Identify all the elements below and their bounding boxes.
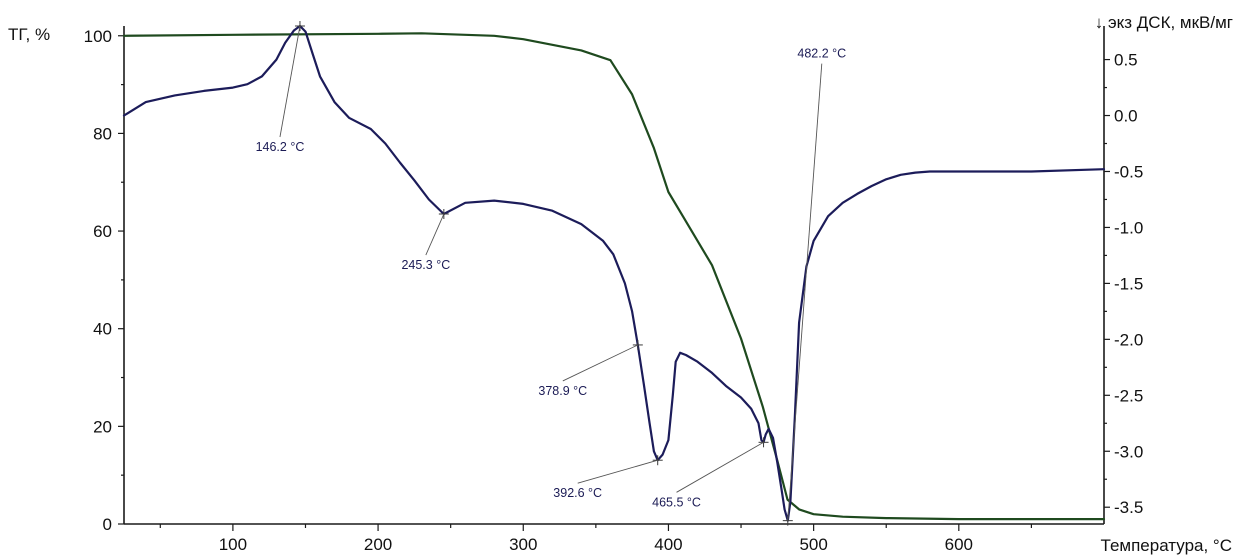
left-y-tick-label: 80 [93,124,112,143]
leader-line [562,344,639,382]
leader-line [676,441,764,493]
series-layer [122,24,1106,522]
right-y-tick-label: -3.0 [1114,442,1143,461]
right-y-tick-label: -1.0 [1114,218,1143,237]
right-y-tick-label: -1.5 [1114,274,1143,293]
left-y-axis-title: ТГ, % [8,25,50,44]
x-tick-label: 200 [364,535,392,554]
x-tick-label: 500 [799,535,827,554]
right-y-tick-label: -2.5 [1114,386,1143,405]
x-tick-label: 100 [219,535,247,554]
peak-label: 146.2 °C [256,140,305,154]
peak-label: 465.5 °C [652,495,701,509]
leader-line [787,63,823,521]
right-y-tick-label: 0.5 [1114,51,1138,70]
right-y-tick-label: 0.0 [1114,107,1138,126]
peak-label: 482.2 °C [797,47,846,61]
leader-line [425,213,445,256]
tg-series-line [122,32,1106,521]
peak-label: 392.6 °C [553,486,602,500]
right-y-tick-label: -2.0 [1114,330,1143,349]
leader-line [577,459,658,484]
x-tick-label: 600 [945,535,973,554]
left-y-tick-label: 0 [103,515,112,534]
right-y-axis-title: ↓ экз ДСК, мкВ/мг [1095,13,1233,32]
leader-line [279,25,301,138]
dsc-series-line [122,24,1106,522]
x-tick-label: 400 [654,535,682,554]
annotation-layer: 146.2 °C 245.3 °C 378.9 °C 392.6 °C 465.5 °C… [256,21,846,526]
right-y-tick-label: -0.5 [1114,162,1143,181]
ticks-layer: 100 200 300 400 500 600 0 20 40 60 80 100 0.5 0.0 -0.5… [84,27,1144,554]
axes-layer [123,26,1105,525]
left-y-tick-label: 40 [93,320,112,339]
right-y-tick-label: -3.5 [1114,498,1143,517]
left-y-tick-label: 100 [84,27,112,46]
peak-label: 378.9 °C [538,384,587,398]
left-y-tick-label: 60 [93,222,112,241]
left-y-tick-label: 20 [93,417,112,436]
peak-label: 245.3 °C [401,258,450,272]
x-tick-label: 300 [509,535,537,554]
x-axis-title: Температура, °C [1101,536,1232,555]
